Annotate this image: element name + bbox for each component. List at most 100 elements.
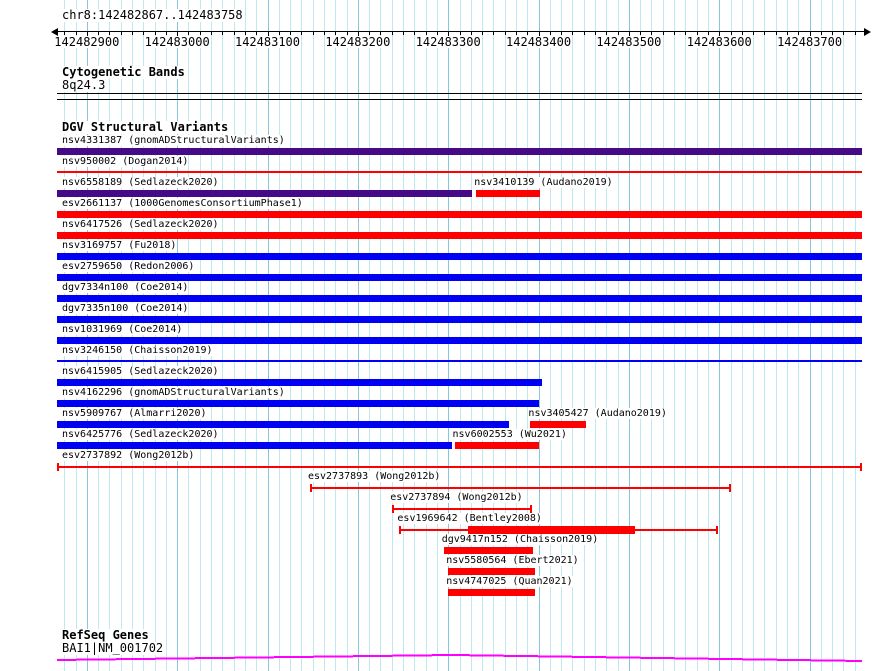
cytoband-band[interactable] — [57, 93, 862, 100]
grid-line-minor — [459, 0, 461, 671]
ruler-tick — [730, 32, 732, 35]
variant-feature-nsv4331387[interactable] — [57, 148, 862, 155]
cytoband-name-label: 8q24.3 — [62, 78, 106, 92]
grid-lines — [57, 0, 867, 671]
variant-label-nsv3410139: nsv3410139 (Audano2019) — [474, 177, 613, 188]
variant-feature-nsv6417526[interactable] — [57, 232, 862, 239]
variant-label-nsv5909767: nsv5909767 (Almarri2020) — [62, 408, 207, 419]
grid-line-major — [357, 0, 359, 671]
grid-line-minor — [583, 0, 585, 671]
ruler-tick — [154, 32, 156, 35]
variant-feature-esv2737892[interactable] — [57, 463, 862, 471]
variant-feature-nsv6002553[interactable] — [454, 442, 539, 449]
variant-feature-esv2759650[interactable] — [57, 274, 862, 281]
variant-feature-nsv4162296[interactable] — [57, 400, 539, 407]
variant-feature-nsv3246150[interactable] — [57, 360, 862, 362]
ruler-tick-label: 142483200 — [325, 35, 391, 49]
ruler-tick — [211, 32, 213, 35]
variant-feature-nsv6425776[interactable] — [57, 442, 452, 449]
ruler-tick — [75, 32, 77, 35]
variant-label-nsv6425776: nsv6425776 (Sedlazeck2020) — [62, 429, 219, 440]
variant-feature-nsv6415905[interactable] — [57, 379, 543, 386]
variant-feature-dgv7334n100[interactable] — [57, 295, 862, 302]
ruler-tick — [369, 32, 371, 35]
variant-feature-nsv6558189[interactable] — [57, 190, 472, 197]
ruler-tick — [798, 32, 800, 35]
grid-line-minor — [572, 0, 574, 671]
variant-feature-nsv1031969[interactable] — [57, 337, 862, 344]
variant-feature-nsv5580564[interactable] — [448, 568, 535, 575]
grid-line-minor — [244, 0, 246, 671]
ruler-tick — [617, 32, 619, 35]
grid-line-minor — [278, 0, 280, 671]
grid-line-minor — [730, 0, 732, 671]
ruler-tick — [403, 32, 405, 35]
grid-line-minor — [380, 0, 382, 671]
grid-line-minor — [391, 0, 393, 671]
grid-line-minor — [775, 0, 777, 671]
variant-feature-nsv3169757[interactable] — [57, 253, 862, 260]
variant-feature-esv2737894[interactable] — [392, 505, 533, 513]
ruler-tick — [640, 32, 642, 35]
ruler-tick — [493, 32, 495, 35]
grid-line-minor — [674, 0, 676, 671]
variant-label-nsv3169757: nsv3169757 (Fu2018) — [62, 240, 177, 251]
ruler-tick — [120, 32, 122, 35]
ruler-tick — [267, 32, 269, 38]
ruler-tick — [301, 32, 303, 35]
variant-label-esv2737893: esv2737893 (Wong2012b) — [307, 471, 441, 482]
variant-feature-nsv3410139[interactable] — [476, 190, 541, 197]
variant-label-nsv6417526: nsv6417526 (Sedlazeck2020) — [62, 219, 219, 230]
variant-feature-esv2737893[interactable] — [309, 484, 731, 492]
ruler-tick — [109, 32, 111, 35]
variant-feature-dgv7335n100[interactable] — [57, 316, 862, 323]
section-title-refseq-genes: RefSeq Genes — [62, 628, 149, 642]
ruler-tick — [741, 32, 743, 35]
ruler-left-arrow-icon — [51, 27, 58, 36]
ruler-tick — [843, 32, 845, 35]
ruler-tick-label: 142483700 — [777, 35, 843, 49]
variant-feature-nsv3405427[interactable] — [530, 421, 587, 428]
ruler-tick — [436, 32, 438, 35]
ruler-tick-label: 142483300 — [415, 35, 481, 49]
grid-line-major — [809, 0, 811, 671]
grid-line-minor — [493, 0, 495, 671]
variant-feature-esv1969642[interactable] — [399, 526, 719, 534]
variant-feature-esv2661137[interactable] — [57, 211, 862, 218]
grid-line-minor — [425, 0, 427, 671]
gene-model-line — [56, 653, 863, 662]
grid-line-major — [719, 0, 721, 671]
variant-label-nsv1031969: nsv1031969 (Coe2014) — [62, 324, 183, 335]
variant-feature-dgv9417n152[interactable] — [443, 547, 534, 554]
variant-feature-nsv5909767[interactable] — [57, 421, 509, 428]
ruler-tick — [719, 32, 721, 38]
ruler-tick — [391, 32, 393, 35]
ruler-tick — [290, 32, 292, 35]
variant-label-esv2737894: esv2737894 (Wong2012b) — [390, 492, 523, 503]
ruler-tick — [549, 32, 551, 35]
grid-line-minor — [482, 0, 484, 671]
ruler-tick — [177, 32, 179, 38]
ruler-tick — [222, 32, 224, 35]
ruler-tick — [335, 32, 337, 35]
variant-label-dgv7335n100: dgv7335n100 (Coe2014) — [62, 303, 189, 314]
grid-line-minor — [211, 0, 213, 671]
variant-feature-nsv4747025[interactable] — [448, 589, 535, 596]
variant-feature-nsv950002[interactable] — [57, 171, 862, 173]
grid-line-minor — [335, 0, 337, 671]
ruler-tick-label: 142483500 — [596, 35, 662, 49]
grid-line-minor — [617, 0, 619, 671]
grid-line-minor — [312, 0, 314, 671]
variant-label-nsv6002553: nsv6002553 (Wu2021) — [452, 429, 567, 440]
ruler-tick — [414, 32, 416, 35]
ruler-tick — [165, 32, 167, 35]
ruler-tick — [775, 32, 777, 35]
grid-line-minor — [98, 0, 100, 671]
ruler-tick — [561, 32, 563, 35]
ruler-tick — [233, 32, 235, 35]
variant-exon-box-esv1969642[interactable] — [468, 526, 636, 534]
grid-line-major — [86, 0, 88, 671]
grid-line-minor — [787, 0, 788, 671]
grid-line-minor — [165, 0, 167, 671]
